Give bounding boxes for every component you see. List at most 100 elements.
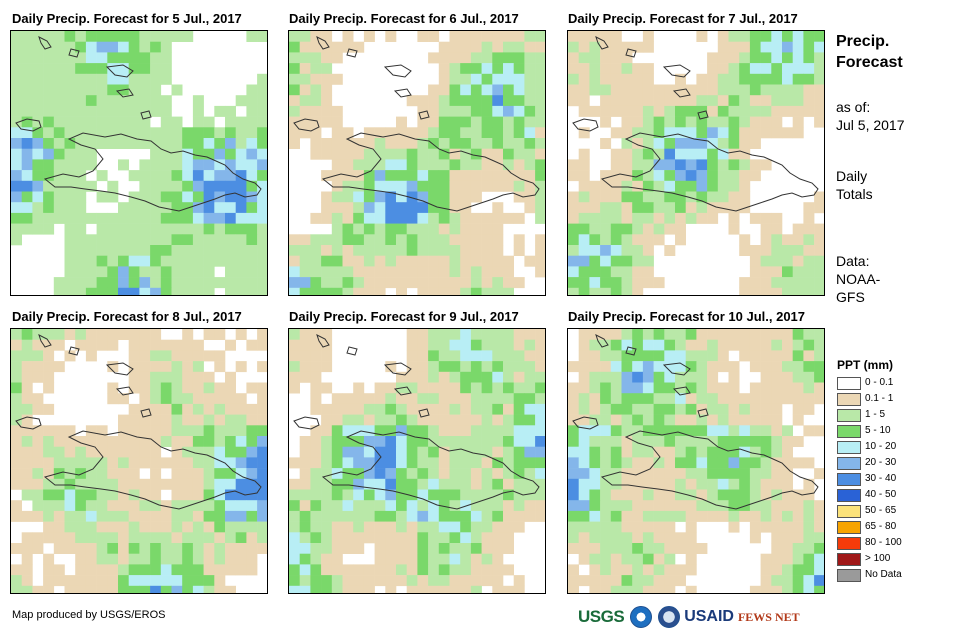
precip-cell	[139, 212, 151, 224]
precip-cell	[470, 339, 482, 351]
precip-cell	[331, 532, 343, 544]
precip-cell	[257, 255, 267, 267]
precip-cell	[621, 510, 633, 522]
precip-cell	[321, 468, 333, 480]
precip-cell	[96, 255, 108, 267]
precip-cell	[43, 138, 55, 149]
precip-grid-4	[11, 329, 267, 593]
precip-cell	[782, 457, 793, 469]
precip-cell	[32, 350, 44, 362]
precip-cell	[728, 73, 740, 85]
precip-cell	[246, 255, 258, 267]
legend-label: 5 - 10	[865, 425, 891, 436]
precip-cell	[299, 329, 311, 340]
precip-cell	[257, 446, 267, 458]
noaa-logo-icon	[630, 606, 653, 628]
precip-cell	[299, 510, 311, 522]
precip-cell	[481, 564, 493, 576]
precip-cell	[107, 63, 119, 75]
precip-cell	[203, 446, 215, 458]
precip-cell	[632, 414, 644, 426]
precip-cell	[792, 63, 804, 75]
precip-cell	[782, 245, 793, 256]
precip-cell	[203, 521, 215, 533]
precip-cell	[96, 138, 108, 149]
precip-cell	[75, 255, 87, 267]
precip-cell	[642, 234, 654, 246]
precip-cell	[150, 521, 162, 533]
precip-cell	[792, 350, 804, 362]
precip-cell	[610, 457, 622, 469]
precip-cell	[621, 116, 633, 128]
precip-cell	[289, 350, 300, 362]
precip-cell	[664, 489, 676, 501]
precip-cell	[160, 63, 172, 75]
precip-cell	[621, 436, 633, 447]
precip-cell	[85, 95, 97, 107]
precip-cell	[460, 585, 472, 593]
precip-cell	[771, 84, 783, 96]
precip-cell	[192, 180, 204, 192]
precip-cell	[568, 277, 579, 289]
precip-cell	[107, 105, 119, 117]
precip-cell	[53, 95, 65, 107]
precip-cell	[771, 127, 783, 139]
precip-cell	[385, 138, 397, 149]
precip-cell	[85, 287, 97, 295]
precip-cell	[803, 339, 815, 351]
precip-cell	[717, 191, 729, 203]
precip-cell	[589, 564, 601, 576]
precip-cell	[449, 339, 461, 351]
precip-cell	[578, 489, 590, 501]
precip-cell	[535, 52, 545, 64]
precip-cell	[11, 329, 22, 340]
precip-cell	[600, 234, 612, 246]
precip-cell	[331, 553, 343, 565]
coastline	[105, 362, 134, 376]
precip-cell	[449, 138, 461, 149]
precip-cell	[150, 361, 162, 373]
legend-label: 40 - 50	[865, 489, 897, 500]
precip-cell	[75, 73, 87, 85]
precip-cell	[118, 457, 129, 469]
precip-cell	[406, 403, 418, 415]
precip-cell	[43, 468, 55, 480]
precip-cell	[331, 287, 343, 295]
precip-cell	[310, 73, 322, 85]
precip-cell	[321, 414, 333, 426]
precip-cell	[331, 575, 343, 587]
precip-cell	[782, 266, 793, 278]
precip-cell	[385, 403, 397, 415]
precip-cell	[32, 329, 44, 340]
precip-cell	[460, 159, 472, 171]
precip-cell	[610, 95, 622, 107]
precip-cell	[43, 564, 55, 576]
precip-cell	[32, 478, 44, 490]
precip-cell	[321, 403, 333, 415]
precip-cell	[685, 350, 697, 362]
precip-cell	[503, 127, 514, 139]
precip-cell	[43, 575, 55, 587]
precip-cell	[739, 468, 751, 480]
precip-cell	[363, 510, 375, 522]
precip-cell	[406, 500, 418, 512]
precip-cell	[503, 403, 514, 415]
precip-cell	[235, 361, 247, 373]
precip-cell	[621, 553, 633, 565]
precip-cell	[664, 329, 676, 340]
precip-cell	[150, 170, 162, 182]
precip-cell	[96, 489, 108, 501]
precip-cell	[589, 202, 601, 214]
precip-cell	[225, 159, 236, 171]
precip-cell	[568, 223, 579, 235]
precip-cell	[160, 223, 172, 235]
precip-cell	[310, 277, 322, 289]
precip-cell	[792, 500, 804, 512]
precip-cell	[771, 31, 783, 42]
precip-cell	[331, 116, 343, 128]
precip-cell	[374, 234, 386, 246]
precip-cell	[642, 266, 654, 278]
precip-cell	[246, 478, 258, 490]
sidebar-title-line1: Precip.	[836, 33, 890, 50]
precip-cell	[214, 468, 226, 480]
